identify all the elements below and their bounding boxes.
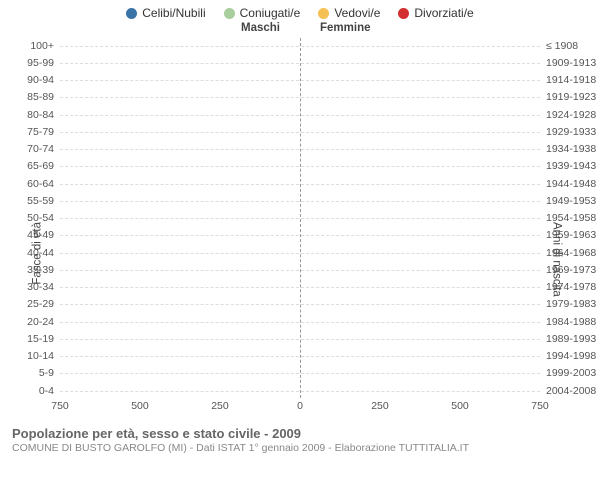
birth-year-label: 1984-1988 bbox=[546, 316, 596, 328]
legend-swatch bbox=[126, 8, 137, 19]
birth-year-label: 1949-1953 bbox=[546, 195, 596, 207]
legend-label: Celibi/Nubili bbox=[142, 6, 205, 20]
age-label: 40-44 bbox=[27, 247, 54, 259]
birth-year-label: 2004-2008 bbox=[546, 385, 596, 397]
x-tick: 500 bbox=[131, 400, 149, 412]
x-tick: 750 bbox=[531, 400, 549, 412]
x-tick: 250 bbox=[211, 400, 229, 412]
birth-year-label: 1934-1938 bbox=[546, 143, 596, 155]
age-label: 5-9 bbox=[39, 367, 54, 379]
legend-item: Vedovi/e bbox=[318, 6, 380, 20]
birth-year-label: 1954-1958 bbox=[546, 212, 596, 224]
birth-year-label: 1939-1943 bbox=[546, 160, 596, 172]
age-label: 85-89 bbox=[27, 91, 54, 103]
birth-year-label: 1994-1998 bbox=[546, 350, 596, 362]
birth-year-label: 1969-1973 bbox=[546, 264, 596, 276]
x-tick: 500 bbox=[451, 400, 469, 412]
legend-item: Celibi/Nubili bbox=[126, 6, 205, 20]
age-label: 0-4 bbox=[39, 385, 54, 397]
population-pyramid-chart: Celibi/Nubili Coniugati/e Vedovi/e Divorzia… bbox=[0, 0, 600, 500]
x-tick: 250 bbox=[371, 400, 389, 412]
birth-year-label: 1909-1913 bbox=[546, 57, 596, 69]
birth-year-label: 1959-1963 bbox=[546, 229, 596, 241]
age-label: 60-64 bbox=[27, 178, 54, 190]
legend-swatch bbox=[398, 8, 409, 19]
birth-year-label: 1914-1918 bbox=[546, 74, 596, 86]
birth-year-label: 1929-1933 bbox=[546, 126, 596, 138]
legend-swatch bbox=[224, 8, 235, 19]
caption: Popolazione per età, sesso e stato civil… bbox=[0, 420, 600, 454]
age-label: 15-19 bbox=[27, 333, 54, 345]
age-label: 65-69 bbox=[27, 160, 54, 172]
chart-title: Popolazione per età, sesso e stato civil… bbox=[12, 426, 588, 441]
legend: Celibi/Nubili Coniugati/e Vedovi/e Divorzia… bbox=[0, 0, 600, 20]
age-label: 90-94 bbox=[27, 74, 54, 86]
age-label: 100+ bbox=[30, 40, 54, 52]
birth-year-label: 1974-1978 bbox=[546, 281, 596, 293]
legend-swatch bbox=[318, 8, 329, 19]
age-label: 35-39 bbox=[27, 264, 54, 276]
legend-label: Vedovi/e bbox=[334, 6, 380, 20]
birth-year-label: ≤ 1908 bbox=[546, 40, 578, 52]
center-axis-line bbox=[300, 38, 301, 398]
birth-year-label: 1979-1983 bbox=[546, 298, 596, 310]
legend-item: Coniugati/e bbox=[224, 6, 301, 20]
age-label: 20-24 bbox=[27, 316, 54, 328]
age-label: 75-79 bbox=[27, 126, 54, 138]
age-label: 50-54 bbox=[27, 212, 54, 224]
age-label: 45-49 bbox=[27, 229, 54, 241]
chart-subtitle: COMUNE DI BUSTO GAROLFO (MI) - Dati ISTA… bbox=[12, 442, 588, 454]
birth-year-label: 1919-1923 bbox=[546, 91, 596, 103]
x-tick: 0 bbox=[297, 400, 303, 412]
birth-year-label: 1999-2003 bbox=[546, 367, 596, 379]
age-label: 95-99 bbox=[27, 57, 54, 69]
age-label: 55-59 bbox=[27, 195, 54, 207]
age-label: 70-74 bbox=[27, 143, 54, 155]
age-label: 30-34 bbox=[27, 281, 54, 293]
female-label: Femmine bbox=[320, 22, 371, 34]
legend-label: Coniugati/e bbox=[240, 6, 301, 20]
x-axis: 7505002500250500750 bbox=[60, 400, 540, 420]
x-tick: 750 bbox=[51, 400, 69, 412]
age-label: 10-14 bbox=[27, 350, 54, 362]
plot-area: Maschi Femmine 100+≤ 190895-991909-19139… bbox=[60, 22, 540, 420]
legend-item: Divorziati/e bbox=[398, 6, 473, 20]
birth-year-label: 1989-1993 bbox=[546, 333, 596, 345]
birth-year-label: 1924-1928 bbox=[546, 109, 596, 121]
male-label: Maschi bbox=[241, 22, 280, 34]
birth-year-label: 1944-1948 bbox=[546, 178, 596, 190]
birth-year-label: 1964-1968 bbox=[546, 247, 596, 259]
age-label: 25-29 bbox=[27, 298, 54, 310]
legend-label: Divorziati/e bbox=[414, 6, 473, 20]
age-label: 80-84 bbox=[27, 109, 54, 121]
